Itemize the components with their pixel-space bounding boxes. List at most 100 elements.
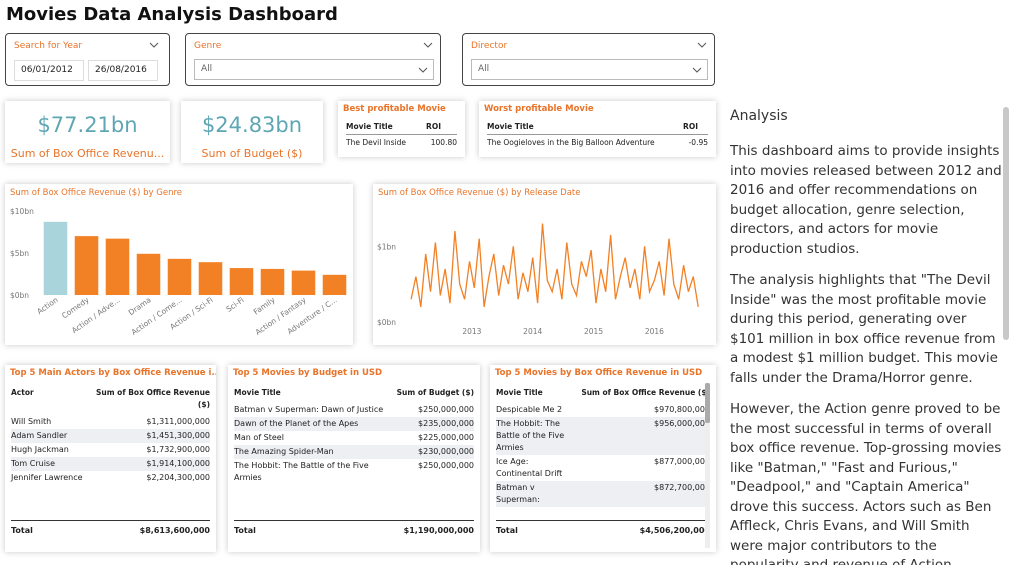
column-header: Movie Title: [234, 388, 281, 397]
director-filter[interactable]: Director All: [462, 33, 715, 86]
genre-filter[interactable]: Genre All: [185, 33, 441, 86]
table: Actor Sum of Box Office Revenue ($) Will S…: [11, 383, 210, 538]
bar: [136, 253, 161, 295]
kpi-label: Sum of Box Office Revenu...: [10, 147, 165, 160]
column-header: Movie Title: [346, 122, 393, 131]
table-row: Ice Age: Continental Drift $877,000,000: [496, 455, 710, 481]
x-tick-label: 2015: [584, 327, 603, 336]
cell: The Hobbit: The Battle of the Five Armie…: [496, 419, 565, 452]
genre-dropdown[interactable]: All: [194, 59, 434, 80]
scrollbar[interactable]: [1003, 107, 1009, 340]
scroll-thumb[interactable]: [705, 383, 710, 423]
table-row: Batman v Superman: $872,700,000: [496, 481, 710, 507]
cell: Ice Age: Continental Drift: [496, 457, 563, 478]
start-date[interactable]: 06/01/2012: [14, 60, 84, 81]
dashboard-title: Movies Data Analysis Dashboard: [6, 4, 338, 25]
cell: $225,000,000: [418, 433, 474, 442]
table-row: Jennifer Lawrence $2,204,300,000: [11, 471, 210, 485]
table-row: Dawn of the Planet of the Apes $235,000,0…: [234, 417, 474, 431]
table-row: The Hobbit: The Battle of the Five Armie…: [234, 459, 474, 485]
total-cell: $4,506,200,000: [639, 526, 710, 535]
filter-label: Director: [471, 41, 508, 51]
cell: $1,732,900,000: [146, 445, 210, 454]
cell: $970,800,000: [654, 405, 710, 414]
total-cell: Total: [234, 526, 256, 535]
y-tick-label: $1bn: [377, 242, 396, 251]
x-tick-label: 2013: [462, 327, 481, 336]
year-filter[interactable]: Search for Year 06/01/2012 26/08/2016: [5, 33, 170, 86]
cell: $235,000,000: [418, 419, 474, 428]
kpi-card: $77.21bn Sum of Box Office Revenu...: [5, 101, 170, 163]
table-title: Top 5 Movies by Box Office Revenue in US…: [495, 368, 703, 378]
table-row: Despicable Me 2 $970,800,000: [496, 403, 710, 417]
table-row: Tom Cruise $1,914,100,000: [11, 457, 210, 471]
table-row: Will Smith $1,311,000,000: [11, 415, 210, 429]
kpi-label: Sum of Budget ($): [201, 147, 303, 160]
card-title: Best profitable Movie: [343, 104, 446, 114]
column-header: Sum of Budget ($): [396, 388, 474, 397]
x-tick-label: 2014: [523, 327, 542, 336]
table-row: Adam Sandler $1,451,300,000: [11, 429, 210, 443]
scrollbar[interactable]: [705, 383, 710, 548]
y-tick-label: $10bn: [10, 207, 34, 216]
chevron: [697, 42, 707, 48]
bar-chart: Sum of Box Office Revenue ($) by Genre $0…: [10, 188, 347, 337]
chart-title: Sum of Box Office Revenue ($) by Genre: [10, 188, 182, 198]
column-header: Movie Title: [496, 388, 543, 397]
table-row: Movie Title Sum of Box Office Revenue ($): [496, 383, 710, 403]
table-row: Man of Steel $225,000,000: [234, 431, 474, 445]
director-dropdown[interactable]: All: [471, 59, 708, 80]
table-row: Total $4,506,200,000: [496, 520, 710, 538]
bar: [198, 262, 223, 295]
cell: Batman v Superman: Dawn of Justice: [234, 405, 384, 414]
cell: The Devil Inside: [346, 138, 407, 147]
cell: $1,311,000,000: [146, 417, 210, 426]
cell: $872,700,000: [654, 483, 710, 492]
cell: Tom Cruise: [11, 459, 56, 468]
x-tick-label: Sci-Fi: [224, 295, 245, 314]
bar: [322, 274, 347, 295]
bar: [43, 221, 68, 295]
end-date[interactable]: 26/08/2016: [88, 60, 158, 81]
chevron: [692, 67, 702, 73]
line-series: [410, 223, 699, 308]
cell: Man of Steel: [234, 433, 284, 442]
total-cell: $8,613,600,000: [139, 526, 210, 535]
table: Movie Title Sum of Box Office Revenue ($)…: [496, 383, 710, 538]
chart-title: Sum of Box Office Revenue ($) by Release…: [378, 188, 581, 198]
filter-label: Genre: [194, 41, 222, 51]
line-chart: Sum of Box Office Revenue ($) by Release…: [377, 188, 699, 336]
analysis-paragraph: However, the Action genre proved to be t…: [730, 401, 1002, 565]
table-row: Movie Title Sum of Budget ($): [234, 383, 474, 403]
cell: The Amazing Spider-Man: [234, 447, 334, 456]
bar: [291, 270, 316, 295]
chevron: [149, 42, 159, 48]
cell: Batman v Superman:: [496, 483, 540, 504]
kpi-value: $77.21bn: [37, 113, 138, 137]
table-title: Top 5 Main Actors by Box Office Revenue …: [10, 368, 216, 378]
cell: $1,451,300,000: [146, 431, 210, 440]
bar: [105, 238, 130, 295]
bar: [260, 268, 285, 295]
cell: $230,000,000: [418, 447, 474, 456]
table-row: Hugh Jackman $1,732,900,000: [11, 443, 210, 457]
column-header: Movie Title: [487, 122, 534, 131]
chevron: [418, 67, 428, 73]
cell: Hugh Jackman: [11, 445, 69, 454]
chart-card: Sum of Box Office Revenue ($) by Genre $0…: [5, 184, 353, 345]
column-header: Sum of Box Office Revenue ($): [581, 388, 710, 397]
total-cell: $1,190,000,000: [403, 526, 474, 535]
table-card: Movie Title Sum of Budget ($) Batman v Sup…: [228, 365, 480, 552]
total-cell: Total: [11, 526, 33, 535]
table-row: Actor Sum of Box Office Revenue ($): [11, 383, 210, 415]
x-tick-label: Action: [35, 295, 60, 316]
bar: [229, 268, 254, 295]
x-tick-label: Drama: [127, 295, 153, 317]
analysis-paragraph: This dashboard aims to provide insights …: [730, 143, 1002, 257]
table: Movie Title Sum of Budget ($) Batman v Sup…: [234, 383, 474, 538]
cell: $250,000,000: [418, 461, 474, 470]
column-header: ROI: [683, 122, 698, 131]
cell: Will Smith: [11, 417, 52, 426]
cell: $250,000,000: [418, 405, 474, 414]
